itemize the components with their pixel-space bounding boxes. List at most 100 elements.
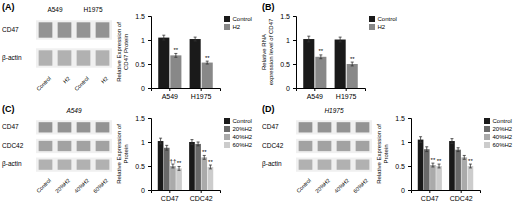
- x-tick-mark: [201, 88, 202, 91]
- bar: [176, 168, 182, 190]
- legend-item: 60%H2: [224, 142, 253, 148]
- x-tick: CD47: [161, 190, 179, 202]
- y-tick: 0.5: [280, 61, 296, 68]
- legend-swatch: [484, 126, 490, 132]
- y-axis-title: expression level of CD47: [268, 18, 274, 85]
- error-bar-cap: [425, 151, 428, 152]
- error-bar: [351, 62, 354, 66]
- error-bar-stem: [420, 137, 421, 143]
- error-bar-cap: [438, 167, 441, 168]
- significance-mark: **: [350, 56, 355, 62]
- blot-band: [58, 122, 72, 132]
- y-tick-label: 1: [141, 37, 145, 44]
- error-bar-cap: [171, 167, 174, 168]
- y-tick: 1: [141, 139, 151, 146]
- y-tick-label: 0.5: [135, 61, 145, 68]
- y-axis-title: Relative RNA: [261, 34, 267, 70]
- x-axis: A549 H1975: [152, 88, 221, 100]
- bar: [170, 166, 176, 190]
- error-bar: [203, 155, 206, 159]
- bar: [468, 166, 474, 190]
- x-tick: A549: [162, 88, 178, 100]
- error-bar: [209, 165, 212, 169]
- error-bar-cap: [190, 139, 193, 140]
- legend-swatch: [224, 24, 230, 30]
- significance-mark: **: [202, 149, 207, 155]
- blot-band: [356, 160, 370, 170]
- bar: [189, 142, 195, 190]
- error-bar-cap: [203, 159, 206, 160]
- blot-band: [77, 122, 91, 132]
- error-bar: [450, 139, 453, 144]
- blot-band: [299, 160, 313, 170]
- blot-band: [39, 122, 53, 132]
- legend-label: 20%H2: [233, 126, 253, 132]
- error-bar-cap: [206, 64, 209, 65]
- y-tick-mark: [293, 40, 296, 41]
- blot-row-label: CDC42: [2, 142, 24, 149]
- x-tick: CD47: [421, 190, 439, 202]
- y-tick-mark: [148, 118, 151, 119]
- y-tick: 1.5: [135, 115, 151, 122]
- y-axis: 00.511.5: [280, 13, 296, 92]
- y-tick-label: 0.5: [135, 163, 145, 170]
- x-tick-label: A549: [162, 93, 178, 100]
- bar-panel: ****00.511.5A549H1975Relative RNAexpress…: [261, 13, 397, 100]
- x-axis: CD47 CDC42: [412, 190, 481, 202]
- lane-label: 60%H2: [92, 177, 109, 194]
- legend-swatch: [224, 134, 230, 140]
- annotations: ****: [319, 48, 356, 61]
- blot-row-background: [36, 48, 112, 67]
- blot-row-background: [296, 158, 372, 172]
- legend: ControlH2: [369, 16, 397, 30]
- error-bar-cap: [203, 155, 206, 156]
- error-bar-stem: [320, 55, 321, 59]
- x-tick-label: CD47: [161, 195, 179, 202]
- error-bar-cap: [165, 150, 168, 151]
- legend-label: H2: [233, 24, 241, 30]
- significance-mark: **: [208, 159, 213, 165]
- error-bar-cap: [194, 37, 197, 38]
- legend-item: H2: [369, 24, 386, 30]
- blot-row-background: [36, 158, 112, 172]
- lane-label: 40%H2: [73, 177, 90, 194]
- x-tick-label: CDC42: [450, 195, 473, 202]
- error-bar-cap: [178, 170, 181, 171]
- panel-label: (C): [2, 104, 15, 114]
- error-bar: [339, 37, 342, 42]
- significance-mark: **: [437, 158, 442, 164]
- bar: [195, 144, 201, 190]
- panel-label: (D): [262, 104, 275, 114]
- y-tick-label: 0: [401, 187, 405, 194]
- x-tick-label: H1975: [191, 93, 212, 100]
- blot-band: [96, 160, 110, 170]
- legend-item: 40%H2: [224, 134, 253, 140]
- bar: [315, 57, 326, 88]
- error-bar: [171, 164, 174, 168]
- error-bar-stem: [458, 148, 459, 152]
- x-axis: CD47CDC42: [152, 190, 221, 202]
- error-bar-cap: [190, 144, 193, 145]
- y-tick: 0: [286, 85, 296, 92]
- bar-panel: ****00.511.5A549H1975Relative Expression…: [116, 13, 252, 100]
- lane-label: 60%H2: [352, 177, 369, 194]
- blot-row-label: CD47: [2, 26, 19, 33]
- y-tick-label: 0.5: [280, 61, 290, 68]
- lane-label: H2: [100, 75, 109, 84]
- significance-mark: **: [174, 47, 179, 53]
- error-bar-stem: [426, 147, 427, 152]
- y-tick-label: 0: [286, 85, 290, 92]
- legend-label: 20%H2: [493, 126, 513, 132]
- lane-label: 40%H2: [333, 177, 350, 194]
- error-bar-stem: [432, 163, 433, 167]
- y-axis-title: CD47 Protein: [123, 34, 129, 70]
- blot-band: [58, 22, 72, 37]
- legend-label: Control: [493, 118, 512, 124]
- legend-swatch: [484, 118, 490, 124]
- blot-row-background: [36, 120, 112, 134]
- error-bar-stem: [340, 37, 341, 42]
- axis-domain: [297, 89, 366, 92]
- blot-title: A549: [65, 107, 82, 114]
- error-bar-stem: [172, 164, 173, 168]
- blot-band: [58, 160, 72, 170]
